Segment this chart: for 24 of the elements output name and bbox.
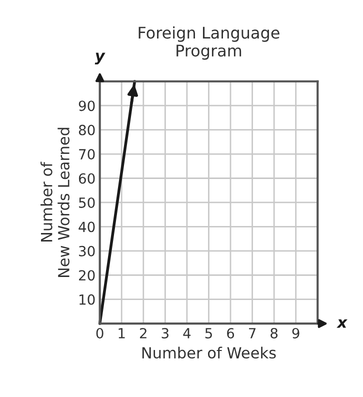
y-tick-label: 70 xyxy=(79,149,95,160)
x-axis-title: Number of Weeks xyxy=(142,346,276,359)
text: x xyxy=(336,319,348,328)
x-tick-label: 5 xyxy=(205,328,212,338)
y-tick-label: 50 xyxy=(79,197,95,208)
x-tick-label: 0 xyxy=(96,328,104,338)
y-tick-label: 60 xyxy=(78,173,95,184)
y-tick-label: 90 xyxy=(78,100,95,112)
chart-title: Foreign Language Program xyxy=(138,26,280,60)
x-tick-label: 3 xyxy=(162,328,168,338)
y-axis-title: Number of New Words Learned xyxy=(40,128,70,278)
y-tick-label: 80 xyxy=(78,124,95,136)
x-tick-label: 6 xyxy=(227,328,234,338)
x-tick-label: 4 xyxy=(183,328,191,338)
y-tick-label: 30 xyxy=(79,246,95,256)
x-tick-label: 8 xyxy=(270,328,278,338)
text: y xyxy=(94,52,106,64)
y-tick-label: 40 xyxy=(78,222,95,232)
y-tick-label: 10 xyxy=(80,294,95,305)
y-tick-label: 20 xyxy=(79,270,95,281)
x-tick-label: 2 xyxy=(140,328,146,338)
x-tick-label: 7 xyxy=(249,328,256,338)
x-tick-label: 1 xyxy=(118,328,125,338)
x-tick-label: 9 xyxy=(292,328,300,338)
